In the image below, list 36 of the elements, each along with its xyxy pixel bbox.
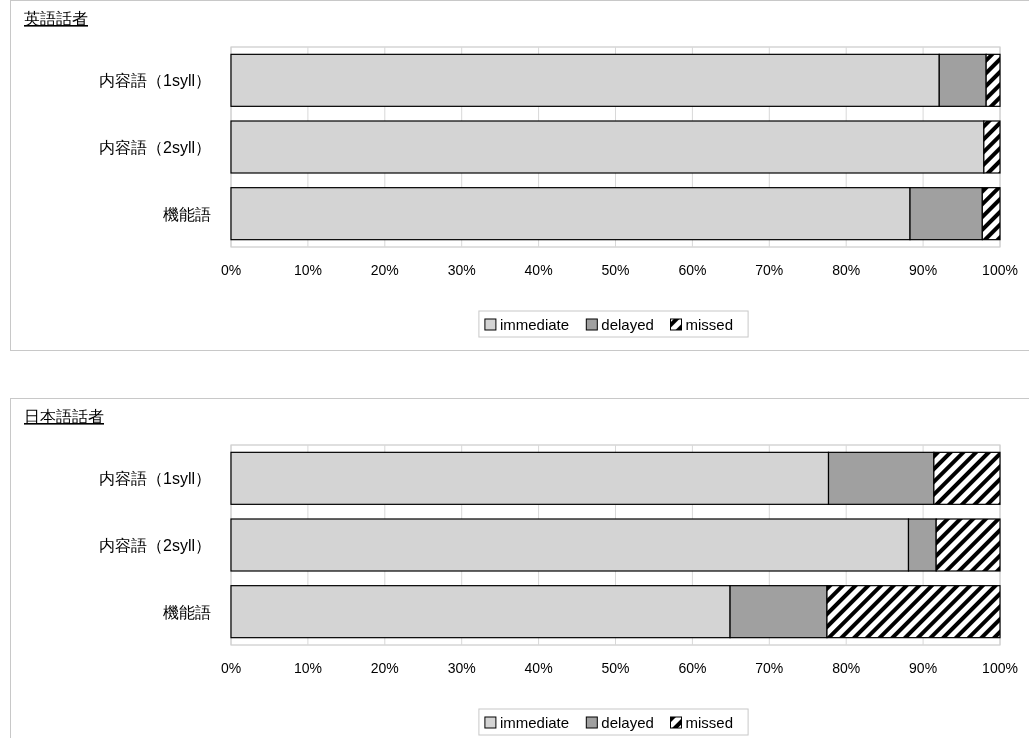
x-tick-label: 30% [447, 262, 476, 278]
x-tick-label: 50% [601, 262, 630, 278]
x-tick-label: 60% [678, 660, 707, 676]
x-tick-label: 10% [293, 262, 322, 278]
legend-label: immediate [499, 316, 570, 333]
y-tick-label: 内容語（2syll） [98, 139, 211, 156]
x-tick-label: 40% [524, 262, 553, 278]
y-tick-label: 内容語（2syll） [98, 537, 211, 554]
x-tick-label: 20% [370, 262, 399, 278]
x-tick-label: 100% [982, 660, 1018, 676]
x-tick-label: 0% [220, 262, 242, 278]
y-tick-label: 機能語 [163, 603, 211, 621]
y-tick-label: 内容語（1syll） [98, 72, 211, 90]
x-tick-label: 70% [755, 660, 784, 676]
legend-label: missed [685, 316, 734, 333]
y-tick-label: 機能語 [163, 205, 211, 223]
x-tick-label: 0% [220, 660, 242, 676]
legend-label: missed [685, 714, 734, 731]
x-tick-label: 20% [370, 660, 399, 676]
x-tick-label: 60% [678, 262, 707, 278]
text: 日本語話者 [24, 408, 104, 425]
x-tick-label: 40% [524, 660, 553, 676]
x-tick-label: 80% [832, 660, 861, 676]
x-tick-label: 100% [982, 262, 1018, 278]
legend-label: delayed [601, 316, 654, 333]
x-tick-label: 90% [909, 660, 938, 676]
x-tick-label: 50% [601, 660, 630, 676]
x-tick-label: 80% [832, 262, 861, 278]
x-tick-label: 10% [293, 660, 322, 676]
text: 英語話者 [24, 10, 88, 27]
x-tick-label: 90% [909, 262, 938, 278]
legend-label: immediate [499, 714, 570, 731]
legend-label: delayed [601, 714, 654, 731]
x-tick-label: 70% [755, 262, 784, 278]
y-tick-label: 内容語（1syll） [98, 470, 211, 488]
x-tick-label: 30% [447, 660, 476, 676]
